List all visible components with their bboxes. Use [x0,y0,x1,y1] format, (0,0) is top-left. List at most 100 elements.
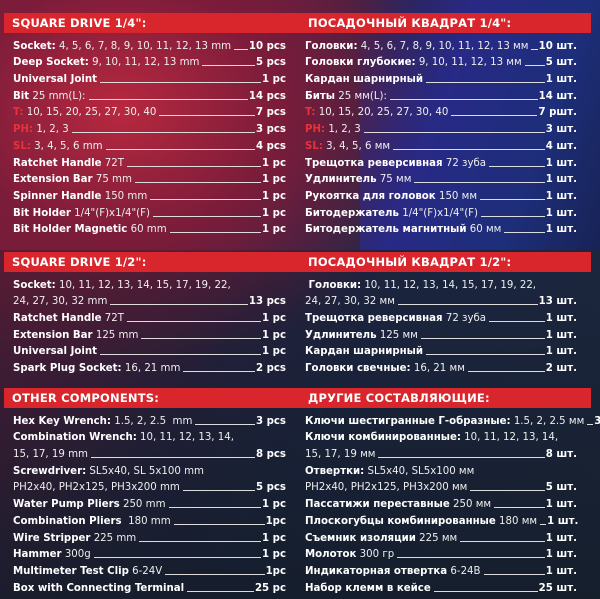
component-row: Socket: 4, 5, 6, 7, 8, 9, 10, 11, 12, 13… [13,36,286,53]
leader-line [127,321,262,323]
item-spec: 225 mm [90,532,137,544]
component-row: Universal Joint 1 pc [13,342,286,359]
item-name: Набор клемм в кейсе [305,582,431,594]
section-square-drive-half: SQUARE DRIVE 1/2": Socket: 10, 11, 12, 13… [4,252,300,375]
quantity: 3 pcs [255,124,286,136]
component-row: Universal Joint 1 pc [13,69,286,86]
component-row: Ключи шестигранные Г-образные: 1.5, 2, 2… [305,411,600,428]
component-row: Deep Socket: 9, 10, 11, 12, 13 mm 5 pcs [13,53,286,70]
quantity: 4 шт. [545,140,577,152]
quantity: 1 pc [262,207,286,219]
item-spec: SL5x40, SL5x100 мм [364,465,475,477]
item-name: Box with Connecting Terminal [13,582,185,594]
item-spec: 10, 11, 12, 13, 14, 15, 17, 19, 22, [55,279,231,291]
component-row: Multimeter Test Clip 6-24V 1pc [13,561,286,578]
quantity: 1 pc [262,499,286,511]
component-row: Socket: 10, 11, 12, 13, 14, 15, 17, 19, … [13,275,286,292]
quantity: 1 pc [262,190,286,202]
leader-line [363,132,545,134]
leader-line [169,232,262,234]
prefix-label: T: [305,107,316,119]
leader-line [173,523,265,525]
quantity: 1pc [265,515,286,527]
leader-line [481,215,545,217]
item-spec: 150 mm [101,190,148,202]
leader-line [489,321,545,323]
item-spec: 225 мм [415,532,458,544]
leader-line [110,304,248,306]
item-name: Ratchet Handle [13,313,102,325]
item-name: Extension Bar [13,174,93,186]
item-spec: 300 гр [356,549,395,561]
section-header: ПОСАДОЧНЫЙ КВАДРАТ 1/4": [300,13,591,33]
quantity: 1 pc [262,329,286,341]
item-name: Deep Socket: [13,57,89,69]
leader-line [139,540,262,542]
item-spec: 72 зуба [442,313,487,325]
leader-line [531,48,538,50]
quantity: 1 шт. [545,499,577,511]
quantity: 7 pcs [255,107,286,119]
leader-line [451,115,538,117]
quantity: 8 шт. [545,449,577,461]
item-name: Extension Bar [13,329,93,341]
quantity: 7 ршт. [538,107,577,119]
leader-line [134,182,262,184]
item-name: Bit Holder Magnetic [13,224,128,236]
component-row: Hammer 300g 1 pc [13,545,286,562]
item-name: Bit Holder [13,207,71,219]
leader-line [99,354,262,356]
quantity: 5 pcs [255,57,286,69]
leader-line [234,48,248,50]
item-spec: PH2x40, PH2x125, PH3x200 mm [13,482,180,494]
quantity: 5 шт. [545,57,577,69]
component-row: Съемник изоляции 225 мм 1 шт. [305,528,577,545]
item-name: Рукоятка для головок [305,190,436,202]
quantity: 1 pc [262,224,286,236]
leader-line [127,165,262,167]
component-row: Кардан шарнирный 1 шт. [305,342,577,359]
item-name: Ключи комбинированные: [305,432,461,444]
component-row: Молоток 300 гр 1 шт. [305,545,577,562]
leader-line [420,337,545,339]
leader-line [540,523,547,525]
component-row: Extension Bar 75 mm 1 pc [13,170,286,187]
item-spec: 125 мм [376,329,418,341]
leader-line [90,457,255,459]
quantity: 1 pc [262,549,286,561]
quantity: 1pc [265,565,286,577]
item-spec: 16, 21 mm [121,363,181,375]
quantity: 2 pcs [255,363,286,375]
item-spec: 6-24В [447,565,481,577]
quantity: 8 pcs [255,449,286,461]
item-name: Битодержатель магнитный [305,224,467,236]
section-header: ДРУГИЕ СОСТАВЛЯЮЩИЕ: [300,388,591,408]
leader-line [467,371,545,373]
component-row: Головки: 10, 11, 12, 13, 14, 15, 17, 19,… [305,275,577,292]
section-other-components: ДРУГИЕ СОСТАВЛЯЮЩИЕ: Ключи шестигранные Г… [300,388,600,595]
component-row: Bit Holder Magnetic 60 mm 1 pc [13,220,286,237]
prefix-label: PH: [13,124,34,136]
item-spec: 16, 21 мм [410,363,465,375]
component-row: Индикаторная отвертка 6-24В 1 шт. [305,561,577,578]
item-name: Молоток [305,549,357,561]
quantity: 1 pc [262,74,286,86]
quantity: 25 pc [254,582,286,594]
item-name: Кардан шарнирный [305,346,424,358]
leader-line [494,507,545,509]
component-row: Битодержатель магнитный 60 мм 1 шт. [305,220,577,237]
component-row: PH: 1, 2, 3 3 шт. [305,119,577,136]
item-name: Удлинитель [305,329,377,341]
leader-line [150,198,262,200]
item-name: Головки: [305,279,362,291]
background-blue-stripe [360,0,600,250]
component-row: Screwdriver: SL5x40, SL 5x100 mm [13,461,286,478]
component-row: Битодержатель 1/4"(F)x1/4"(F) 1 шт. [305,203,577,220]
leader-line [168,507,262,509]
leader-line [470,490,545,492]
item-spec: 3, 4, 5, 6 mm [30,140,103,152]
component-row: Combination Wrench: 10, 11, 12, 13, 14, [13,428,286,445]
item-spec: PH2x40, PH2x125, PH3x200 мм [305,482,468,494]
leader-line [489,165,545,167]
item-spec: 60 mm [127,224,167,236]
